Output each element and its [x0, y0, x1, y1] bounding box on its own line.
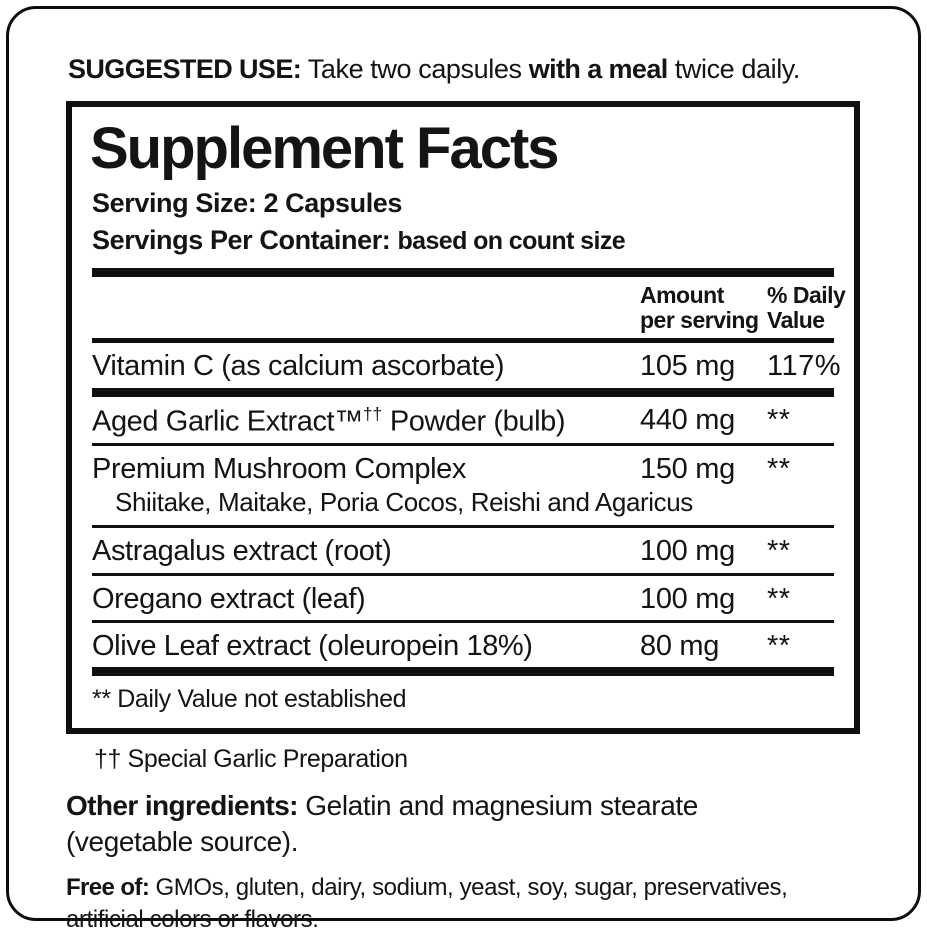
servings-per-container: Servings Per Container: based on count s… [92, 225, 834, 256]
servings-value: based on count size [397, 226, 626, 255]
row-separator [92, 619, 834, 623]
ingredient-name: Oregano extract (leaf) [92, 582, 366, 615]
amount-cell: 100 mg [640, 535, 735, 568]
column-headers: Amount per serving % Daily Value [92, 277, 846, 339]
suggested-use-text-end: twice daily. [674, 54, 801, 84]
ingredient-name: Vitamin C (as calcium ascorbate) [92, 350, 505, 383]
daily-value-cell: ** [767, 535, 791, 568]
amount-cell: 100 mg [640, 582, 735, 615]
ingredient-name: Astragalus extract (root) [92, 535, 392, 568]
amount-header-line2: per serving [640, 307, 759, 334]
table-row: Olive Leaf extract (oleuropein 18%) 80 mg… [92, 623, 834, 667]
serving-size: Serving Size: 2 Capsules [92, 187, 403, 218]
daily-value-cell: ** [767, 582, 791, 615]
daily-value-column-header: % Daily Value [767, 281, 846, 334]
free-of: Free of: GMOs, gluten, dairy, sodium, ye… [66, 872, 860, 935]
table-row: Premium Mushroom Complex 150 mg ** [92, 446, 834, 490]
daily-value-cell: ** [767, 629, 791, 662]
daily-value-cell: 117% [767, 350, 842, 383]
amount-cell: 150 mg [640, 452, 735, 485]
amount-header-line1: Amount [640, 281, 724, 308]
daily-value-cell: ** [767, 403, 791, 436]
amount-cell: 440 mg [640, 403, 735, 436]
table-row: Vitamin C (as calcium ascorbate) 105 mg 11… [92, 343, 842, 387]
panel-title: Supplement Facts [90, 116, 560, 181]
table-row: Astragalus extract (root) 100 mg ** [92, 528, 834, 572]
supplement-facts-panel: Supplement Facts Serving Size: 2 Capsule… [66, 101, 860, 735]
dv-header-line2: Value [767, 307, 825, 334]
suggested-use-label: SUGGESTED USE: [68, 54, 302, 84]
other-ingredients-label: Other ingredients: [66, 790, 298, 822]
header-rule [92, 338, 834, 344]
suggested-use: SUGGESTED USE: Take two capsules with a … [68, 54, 860, 85]
amount-cell: 80 mg [640, 629, 720, 662]
amount-column-header: Amount per serving [640, 281, 767, 334]
suggested-use-text: Take two capsules [307, 54, 522, 84]
other-ingredients-text: Gelatin and magnesium stearate (vegetabl… [66, 790, 698, 858]
dv-header-line1: % Daily [767, 281, 846, 308]
row-separator [92, 525, 834, 529]
ingredient-name: Olive Leaf extract (oleuropein 18%) [92, 629, 533, 662]
supplement-label: SUGGESTED USE: Take two capsules with a … [66, 54, 860, 947]
dagger-superscript: †† [362, 403, 383, 424]
servings-label: Servings Per Container: [92, 224, 391, 255]
free-of-text: GMOs, gluten, dairy, sodium, yeast, soy,… [66, 873, 788, 933]
ingredient-name: Aged Garlic Extract™†† Powder (bulb) [92, 403, 566, 438]
table-row: Aged Garlic Extract™†† Powder (bulb) 440 … [92, 397, 834, 443]
daily-value-cell: ** [767, 452, 791, 485]
ingredient-name: Premium Mushroom Complex [92, 452, 466, 485]
row-separator [92, 442, 834, 446]
amount-cell: 105 mg [640, 350, 735, 383]
ingredient-subline: Shiitake, Maitake, Poria Cocos, Reishi a… [115, 487, 693, 518]
free-of-label: Free of: [66, 873, 150, 901]
row-separator [92, 667, 834, 677]
suggested-use-bold-phrase: with a meal [528, 54, 669, 84]
other-ingredients: Other ingredients: Gelatin and magnesium… [66, 788, 860, 860]
top-rule [92, 267, 834, 277]
row-separator [92, 387, 834, 397]
header-spacer [92, 283, 640, 334]
table-row: Oregano extract (leaf) 100 mg ** [92, 576, 834, 620]
row-separator [92, 572, 834, 576]
facts-rows: Vitamin C (as calcium ascorbate) 105 mg 11… [92, 343, 842, 677]
garlic-preparation-note: †† Special Garlic Preparation [94, 745, 408, 774]
dv-footnote: ** Daily Value not established [92, 685, 407, 714]
